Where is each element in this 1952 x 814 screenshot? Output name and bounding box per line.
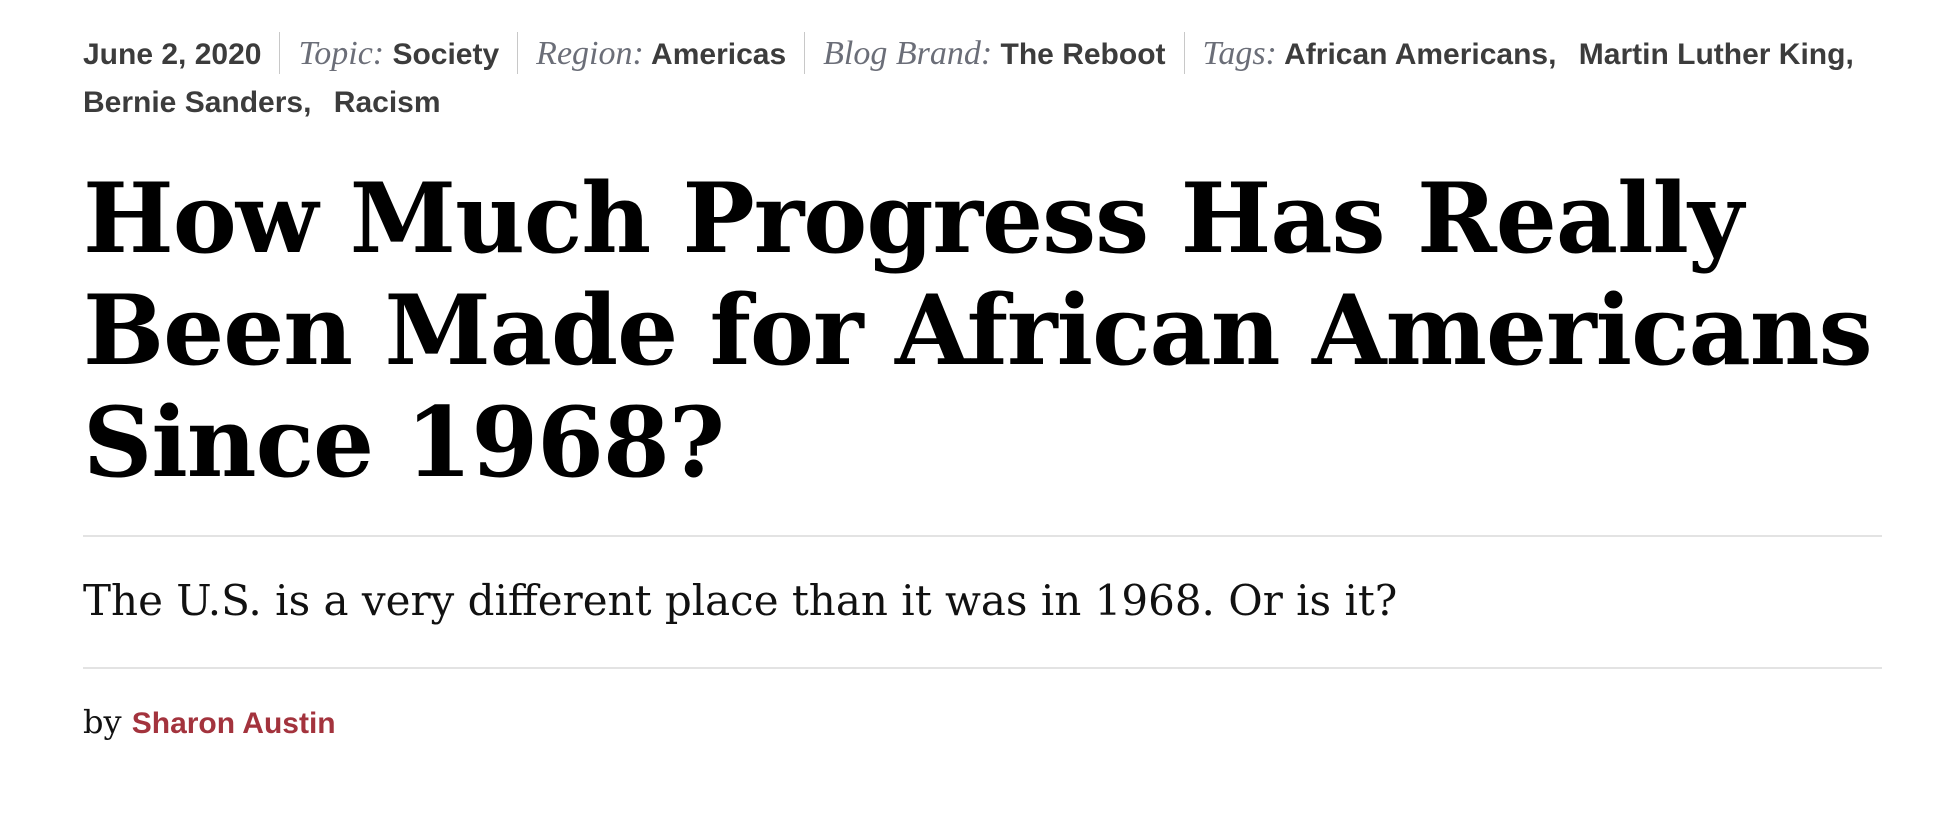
divider bbox=[1183, 32, 1185, 74]
divider bbox=[279, 32, 281, 74]
divider bbox=[804, 32, 806, 74]
byline: by Sharon Austin bbox=[83, 703, 1882, 741]
region-link[interactable]: Americas bbox=[651, 38, 787, 71]
tags-label: Tags: bbox=[1202, 35, 1277, 72]
divider bbox=[517, 32, 519, 74]
divider bbox=[83, 667, 1882, 669]
tag-link[interactable]: Racism bbox=[333, 86, 441, 119]
by-label: by bbox=[83, 703, 122, 741]
tag-link[interactable]: African Americans, bbox=[1284, 38, 1557, 71]
region-label: Region: bbox=[536, 35, 644, 72]
topic-label: Topic: bbox=[298, 35, 385, 72]
article-subtitle: The U.S. is a very different place than … bbox=[83, 576, 1398, 625]
brand-link[interactable]: The Reboot bbox=[1000, 38, 1166, 71]
publish-date: June 2, 2020 bbox=[83, 38, 262, 71]
brand-label: Blog Brand: bbox=[823, 35, 993, 72]
article-meta: June 2, 2020 Topic: Society Region: Americ… bbox=[83, 30, 1882, 127]
author-link[interactable]: Sharon Austin bbox=[131, 707, 336, 740]
topic-link[interactable]: Society bbox=[392, 38, 500, 71]
divider bbox=[83, 535, 1882, 537]
tag-link[interactable]: Martin Luther King, bbox=[1578, 38, 1854, 71]
article-header: June 2, 2020 Topic: Society Region: Americ… bbox=[83, 30, 1882, 741]
tag-link[interactable]: Bernie Sanders, bbox=[83, 86, 312, 119]
article-title: How Much Progress Has Really Been Made f… bbox=[83, 162, 1873, 499]
